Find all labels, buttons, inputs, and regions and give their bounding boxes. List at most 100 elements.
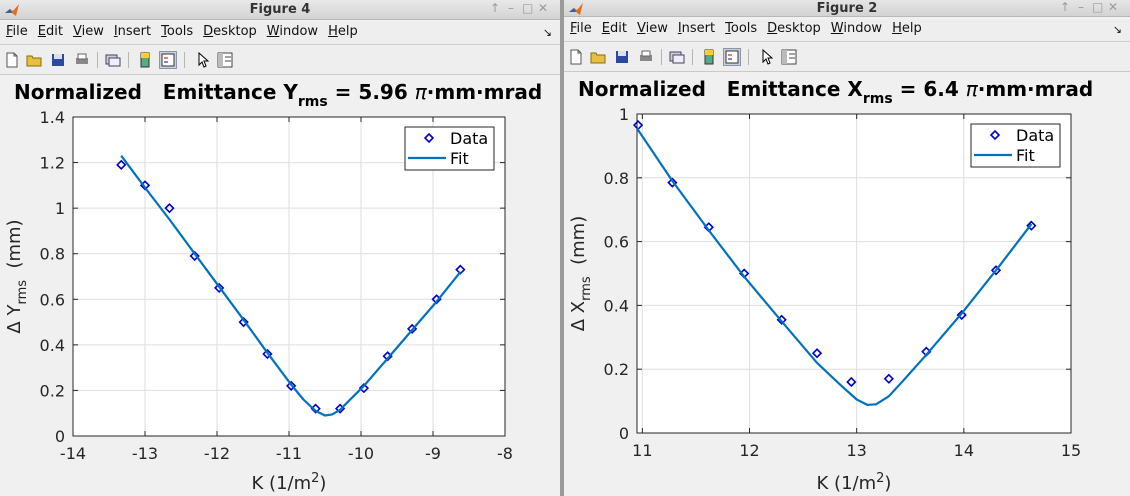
y-tick-label: 0 — [619, 424, 629, 443]
close-button[interactable]: ✕ — [1108, 0, 1125, 14]
new-figure-icon[interactable] — [567, 48, 585, 66]
minimize-button[interactable]: – — [1078, 0, 1090, 14]
x-tick-label: 15 — [1061, 441, 1081, 460]
menu-edit[interactable]: Edit — [37, 24, 63, 39]
legend-box — [970, 123, 1061, 168]
data-marker — [262, 348, 273, 360]
title-unit: ·mm·mrad — [427, 80, 542, 104]
maximize-button[interactable]: □ — [522, 1, 540, 15]
menu-view[interactable]: View — [72, 24, 104, 39]
y-label-main: Δ Y — [4, 304, 25, 334]
menu-desktop[interactable]: Desktop — [767, 21, 821, 36]
window-controls: ↑ – □✕ — [490, 1, 554, 15]
print-icon[interactable] — [73, 51, 91, 69]
toolbar — [564, 43, 1130, 72]
x-tick-label: -14 — [60, 444, 86, 463]
title-subscript: rms — [863, 91, 893, 107]
menu-overflow-icon[interactable]: ↘ — [1112, 23, 1122, 36]
figure-window-right: Figure 2 ↑ – □✕ File Edit View Insert Tools Des… — [564, 0, 1130, 496]
x-tick-label: 11 — [632, 441, 652, 460]
property-editor-icon[interactable] — [780, 48, 798, 66]
menu-tools[interactable]: Tools — [725, 21, 758, 36]
new-figure-icon[interactable] — [3, 51, 21, 69]
pin-icon[interactable]: ↑ — [490, 1, 507, 15]
menu-file[interactable]: File — [6, 24, 28, 39]
pin-icon[interactable]: ↑ — [1060, 0, 1077, 14]
data-marker — [358, 383, 370, 394]
y-tick-label: 0.8 — [604, 169, 629, 188]
menu-view[interactable]: View — [636, 21, 668, 36]
link-plot-icon[interactable] — [668, 48, 686, 66]
minimize-button[interactable]: – — [508, 1, 520, 15]
pointer-arrow-icon[interactable] — [758, 48, 776, 66]
data-marker — [238, 316, 249, 328]
menu-help[interactable]: Help — [892, 21, 922, 36]
x-tick-label: -10 — [348, 444, 374, 463]
property-editor-icon[interactable] — [216, 51, 234, 69]
axes-box — [636, 113, 1072, 434]
data-marker — [1026, 220, 1037, 231]
legend-label-data: Data — [450, 129, 488, 148]
plot-area-left[interactable]: -14 -13 -12 -11 -10 -9 -8 0 0.2 0.4 0.6 0.8 1 1.2 1.4 D… — [0, 0, 560, 496]
y-label-subscript: rms — [15, 280, 30, 305]
maximize-button[interactable]: □ — [1092, 0, 1110, 14]
menu-desktop[interactable]: Desktop — [203, 24, 257, 39]
x-tick-label: -11 — [276, 444, 302, 463]
y-tick-label: 0.8 — [40, 245, 65, 264]
figure-window-left: Figure 4 ↑ – □✕ File Edit View Insert Tools Des… — [0, 0, 560, 496]
menu-insert[interactable]: Insert — [677, 21, 716, 36]
menu-insert[interactable]: Insert — [113, 24, 152, 39]
toolbar-separator — [128, 52, 129, 68]
window-controls: ↑ – □✕ — [1060, 0, 1124, 14]
open-file-icon[interactable] — [589, 48, 607, 66]
x-label-end: ) — [319, 473, 326, 494]
y-tick-label: 0.6 — [40, 290, 65, 309]
menu-window[interactable]: Window — [830, 21, 883, 36]
legend-marker-data — [423, 132, 435, 144]
data-marker — [990, 265, 1002, 276]
fit-line — [636, 127, 1033, 406]
menu-file[interactable]: File — [570, 21, 592, 36]
legend-icon[interactable] — [723, 48, 741, 66]
menu-overflow-icon[interactable]: ↘ — [542, 26, 552, 39]
open-file-icon[interactable] — [25, 51, 43, 69]
save-icon[interactable] — [613, 48, 631, 66]
pointer-arrow-icon[interactable] — [194, 51, 212, 69]
y-tick-label: 0.2 — [604, 360, 629, 379]
title-bar[interactable]: Figure 4 ↑ – □✕ — [0, 0, 560, 20]
legend-icon[interactable] — [159, 51, 177, 69]
legend-box — [404, 126, 495, 171]
x-tick-label: -8 — [497, 444, 513, 463]
y-axis-label: Δ Xrms (mm) — [568, 216, 594, 332]
toolbar-separator — [661, 49, 662, 65]
y-tick-label: 0.2 — [40, 381, 65, 400]
matlab-logo-icon — [5, 4, 19, 16]
link-plot-icon[interactable] — [104, 51, 122, 69]
title-bar[interactable]: Figure 2 ↑ – □✕ — [564, 0, 1130, 17]
save-icon[interactable] — [49, 51, 67, 69]
title-subscript: rms — [298, 94, 328, 110]
x-label-main: K (1/m — [252, 473, 312, 494]
y-tick-label: 0 — [55, 427, 65, 446]
x-tick-label: -9 — [425, 444, 441, 463]
window-title: Figure 4 — [249, 2, 311, 17]
print-icon[interactable] — [637, 48, 655, 66]
colorbar-icon[interactable] — [700, 48, 718, 66]
menu-tools[interactable]: Tools — [161, 24, 194, 39]
legend-marker-data — [989, 129, 1001, 141]
title-pi: π — [966, 77, 979, 101]
data-marker — [811, 348, 823, 359]
colorbar-icon[interactable] — [136, 51, 154, 69]
close-button[interactable]: ✕ — [538, 1, 555, 15]
x-label-sup: 2 — [876, 471, 884, 486]
y-tick-label: 0.6 — [604, 233, 629, 252]
menu-edit[interactable]: Edit — [601, 21, 627, 36]
menu-window[interactable]: Window — [266, 24, 319, 39]
toolbar-separator — [748, 49, 749, 65]
data-marker — [286, 380, 297, 392]
menu-help[interactable]: Help — [328, 24, 358, 39]
y-label-end: (mm) — [4, 219, 25, 280]
x-tick-label: 12 — [739, 441, 759, 460]
title-pi: π — [415, 80, 428, 104]
